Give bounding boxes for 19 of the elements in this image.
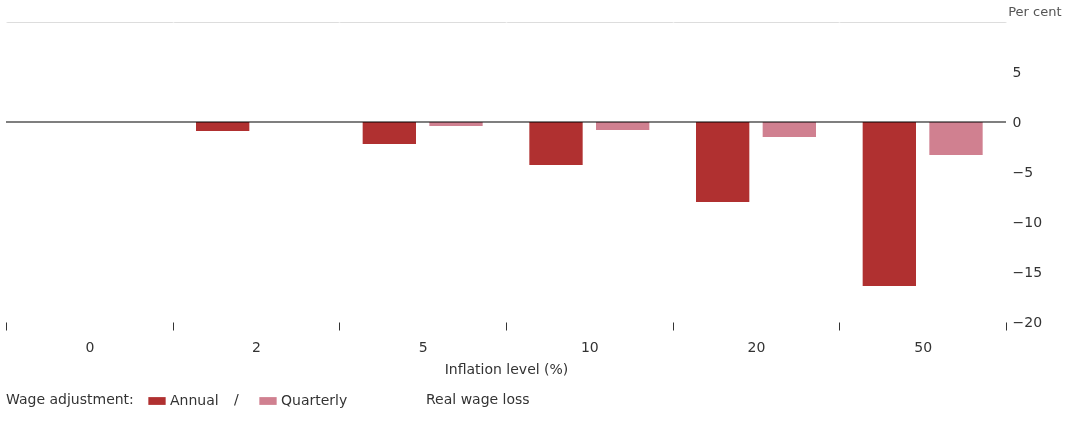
y-tick-label: 0 <box>1012 113 1022 130</box>
y-tick-label: 5 <box>1012 63 1022 80</box>
legend-label: Quarterly <box>281 392 348 408</box>
legend-title: Wage adjustment: <box>6 391 134 407</box>
y-tick-label: −10 <box>1012 213 1043 230</box>
x-tick-label: 50 <box>914 338 933 355</box>
x-tick-label: 0 <box>85 338 95 355</box>
y-tick-label: −5 <box>1012 163 1034 180</box>
x-tick-label: 10 <box>580 338 599 355</box>
x-tick-label: 20 <box>747 338 766 355</box>
x-tick-label: 2 <box>252 338 261 355</box>
legend-label: Annual <box>170 392 219 408</box>
text: Real wage loss <box>426 391 530 407</box>
y-tick-label: −15 <box>1012 263 1043 280</box>
x-tick-label: 5 <box>418 338 428 355</box>
y-axis-title: Per cent <box>1008 3 1062 19</box>
x-axis-title: Inflation level (%) <box>444 360 569 377</box>
text: / <box>234 391 239 407</box>
y-tick-label: −20 <box>1012 313 1043 330</box>
